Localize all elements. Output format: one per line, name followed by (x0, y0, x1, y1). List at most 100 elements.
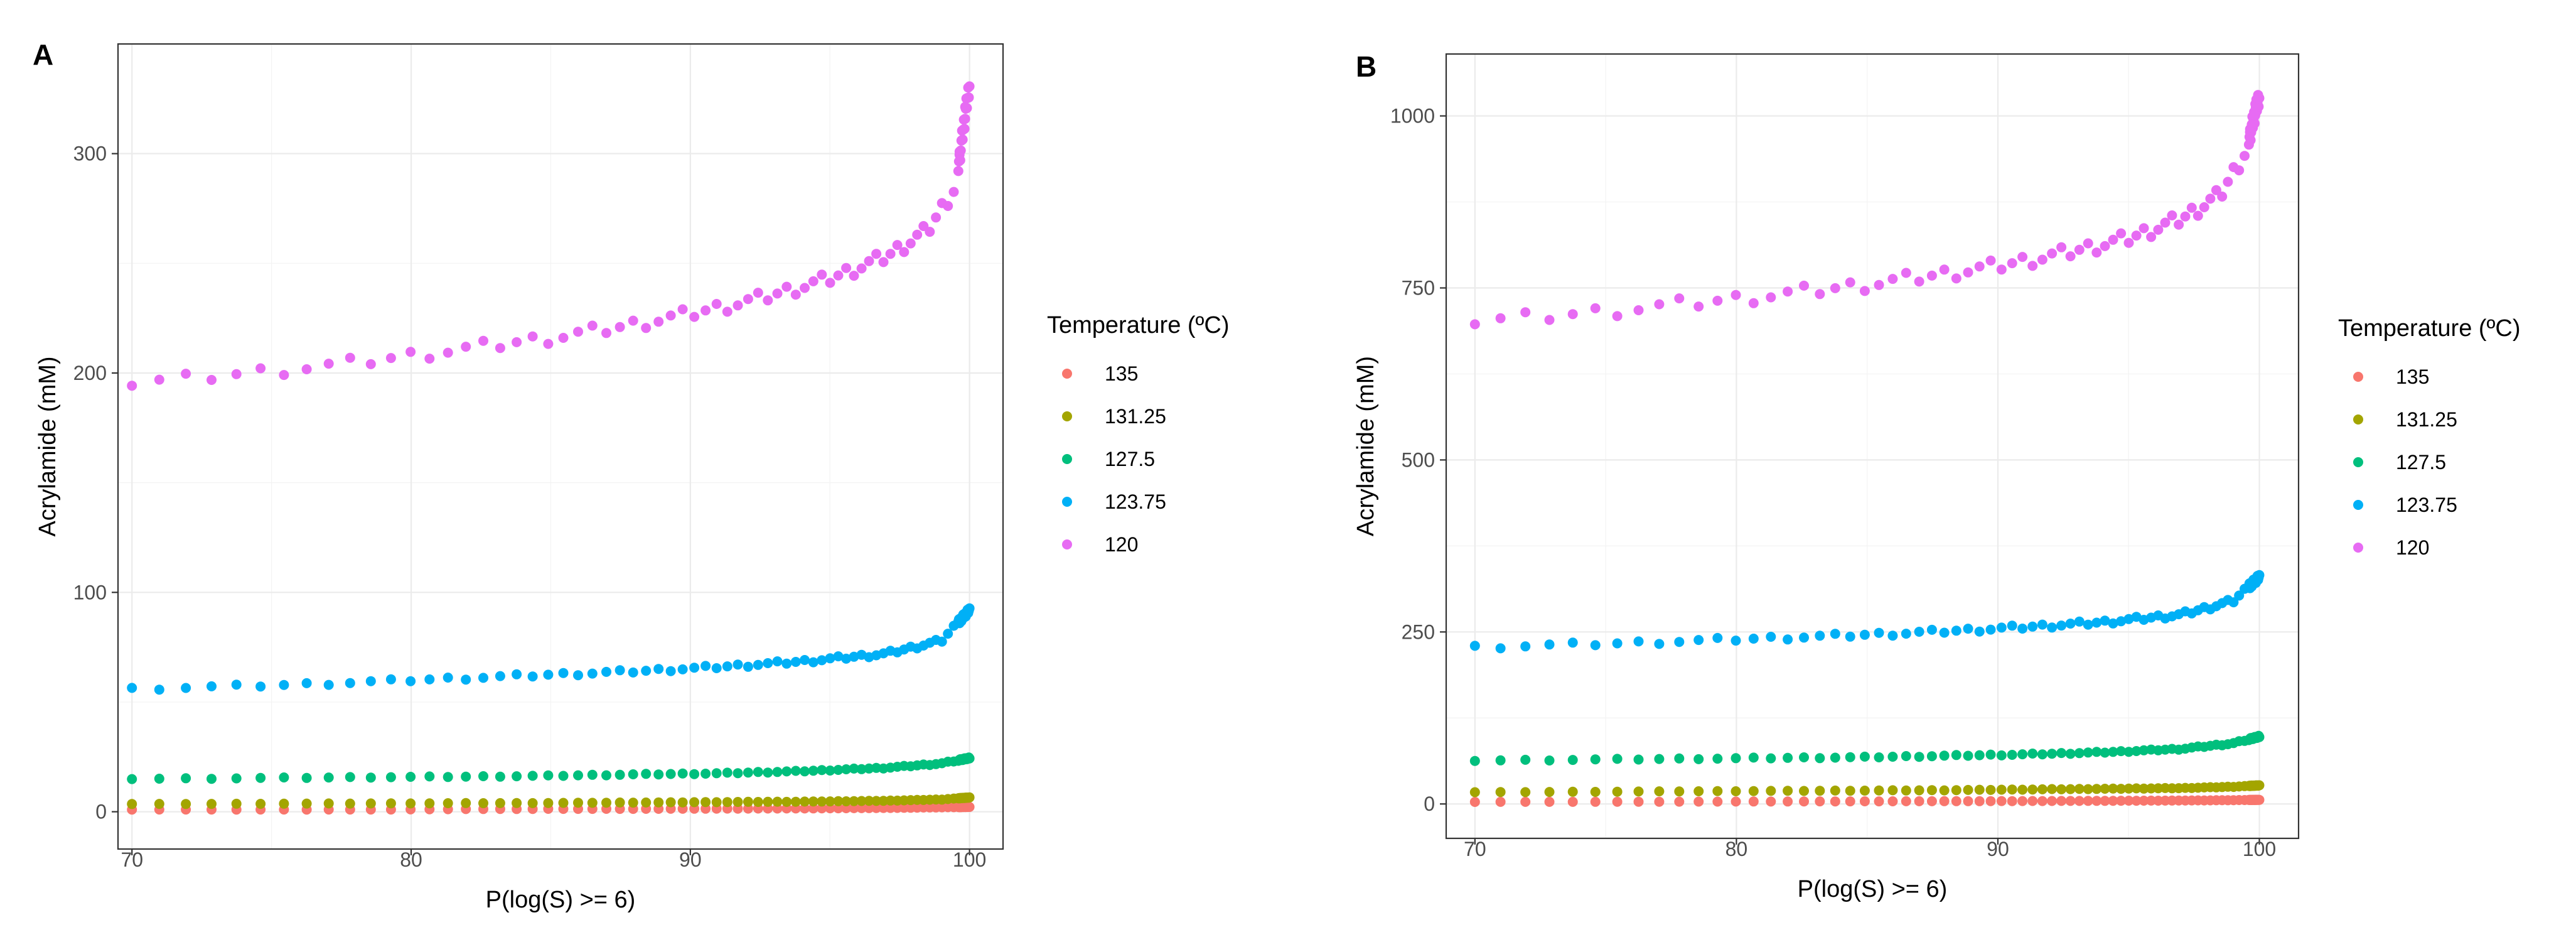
data-point (2083, 747, 2093, 758)
data-point (512, 337, 522, 347)
data-point (931, 212, 942, 223)
data-point (1712, 786, 1723, 796)
data-point (2108, 796, 2118, 806)
data-point (1674, 796, 1685, 807)
data-point (2027, 784, 2038, 795)
data-point (1874, 752, 1884, 762)
data-point (2056, 242, 2067, 252)
data-point (2027, 749, 2038, 759)
data-point (1887, 785, 1898, 796)
data-point (1874, 627, 1884, 638)
data-point (2100, 241, 2110, 251)
data-point (255, 681, 266, 692)
data-point (2123, 747, 2134, 757)
data-point (1985, 749, 1996, 760)
data-point (2074, 784, 2085, 794)
data-point (127, 683, 137, 693)
data-point (181, 683, 191, 693)
data-point (1887, 796, 1898, 806)
data-point (2047, 622, 2058, 633)
data-point (1996, 622, 2007, 633)
data-point (1712, 295, 1723, 306)
data-point (677, 304, 688, 315)
data-point (1939, 796, 1950, 806)
data-point (1766, 753, 1776, 764)
data-point (543, 798, 554, 808)
data-point (964, 81, 975, 92)
panel-b-y-tick-label: 0 (1424, 793, 1435, 815)
panel-a-y-tick-label: 300 (73, 143, 107, 165)
data-point (2123, 614, 2134, 624)
data-point (1845, 631, 1855, 642)
data-point (864, 803, 874, 813)
data-point (527, 771, 538, 781)
data-point (833, 651, 844, 662)
panel-b-y-tick-label: 750 (1402, 277, 1435, 300)
panel-b-series-131-25 (1469, 780, 2265, 798)
data-point (962, 103, 972, 114)
data-point (385, 674, 396, 685)
legend-a-label: 120 (1105, 533, 1138, 556)
data-point (943, 201, 953, 211)
data-point (2108, 747, 2118, 757)
data-point (1830, 283, 1840, 293)
data-point (181, 773, 191, 784)
data-point (2131, 783, 2142, 794)
data-point (641, 323, 652, 333)
data-point (1887, 274, 1898, 284)
data-point (1830, 785, 1840, 796)
data-point (948, 187, 959, 197)
data-point (2167, 210, 2177, 220)
data-point (1783, 752, 1793, 763)
data-point (885, 803, 896, 813)
data-point (808, 796, 818, 807)
data-point (849, 763, 859, 774)
data-point (2083, 619, 2093, 630)
data-point (963, 92, 974, 103)
data-point (800, 283, 810, 293)
data-point (871, 249, 882, 259)
data-point (856, 803, 867, 813)
data-point (1612, 638, 1623, 649)
data-point (2253, 101, 2264, 112)
data-point (753, 659, 763, 670)
data-point (1901, 751, 1911, 761)
legend-a-swatch (1062, 497, 1072, 507)
data-point (2065, 796, 2076, 806)
legend-a-label: 135 (1105, 362, 1138, 385)
data-point (1901, 796, 1911, 806)
data-point (614, 322, 625, 332)
data-point (1469, 797, 1480, 807)
data-point (1469, 787, 1480, 798)
data-point (1495, 643, 1506, 654)
panel-b-x-tick-label: 90 (1987, 838, 2009, 860)
data-point (899, 247, 910, 257)
data-point (953, 166, 963, 176)
legend-b-swatch (2353, 372, 2363, 382)
data-point (2056, 784, 2067, 794)
data-point (2228, 597, 2239, 608)
data-point (2139, 783, 2149, 794)
data-point (689, 769, 700, 779)
data-point (1674, 293, 1685, 304)
data-point (301, 364, 312, 374)
panel-b-y-tick-label: 500 (1402, 448, 1435, 471)
data-point (1963, 624, 1973, 634)
data-point (601, 798, 611, 808)
data-point (405, 772, 416, 782)
data-point (1939, 627, 1950, 638)
data-point (587, 798, 598, 808)
data-point (478, 771, 488, 781)
data-point (2074, 796, 2085, 806)
data-point (677, 664, 688, 674)
data-point (871, 796, 882, 806)
data-point (817, 655, 827, 666)
panel-b-x-tick-label: 80 (1725, 838, 1748, 860)
data-point (689, 311, 700, 322)
data-point (207, 799, 217, 809)
data-point (1766, 786, 1776, 796)
data-point (424, 674, 435, 685)
data-point (512, 669, 522, 679)
data-point (628, 798, 638, 808)
